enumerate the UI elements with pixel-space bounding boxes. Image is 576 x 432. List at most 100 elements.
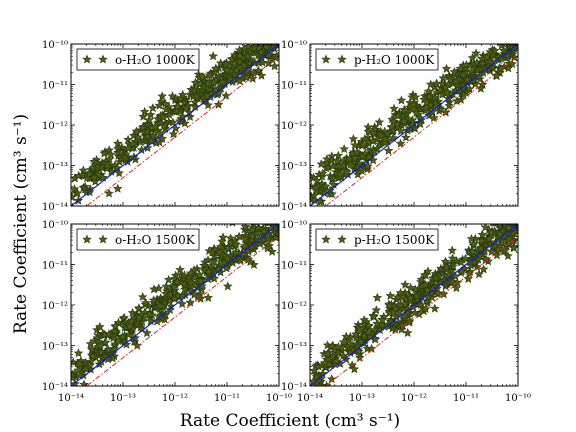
data-point — [322, 349, 333, 359]
data-point — [175, 264, 185, 274]
legend-box — [76, 48, 200, 71]
data-point — [168, 117, 178, 127]
data-point — [137, 122, 148, 132]
data-point — [213, 88, 224, 98]
data-point — [103, 354, 113, 364]
data-point — [362, 161, 373, 171]
data-point — [114, 168, 124, 178]
data-point — [239, 240, 250, 250]
data-point — [468, 238, 479, 248]
data-point — [215, 58, 226, 68]
data-point — [197, 281, 207, 291]
data-point — [87, 343, 97, 353]
data-point — [500, 35, 508, 43]
data-point — [474, 71, 485, 81]
data-point — [73, 365, 84, 375]
data-point — [427, 106, 438, 116]
x-tick-label: 10⁻¹² — [401, 393, 427, 404]
data-point — [338, 337, 349, 347]
half-ratio-line — [324, 55, 518, 206]
data-point — [215, 241, 226, 251]
data-point — [203, 266, 214, 276]
y-tick-label: 10⁻¹⁴ — [281, 202, 307, 213]
data-point — [260, 35, 268, 43]
x-tick-label: 10⁻¹⁴ — [297, 393, 323, 404]
data-point — [447, 245, 457, 255]
data-point — [239, 60, 250, 70]
data-point — [461, 63, 471, 73]
x-axis-label: Rate Coefficient (cm³ s⁻¹) — [180, 411, 400, 431]
data-point — [488, 49, 498, 59]
data-point — [150, 121, 161, 131]
data-point — [339, 144, 349, 154]
data-point — [467, 53, 478, 63]
data-point — [88, 351, 98, 361]
x-tick-label: 10⁻¹² — [162, 393, 188, 404]
data-point — [476, 243, 486, 253]
y-tick-label: 10⁻¹¹ — [42, 261, 68, 272]
data-point — [102, 160, 113, 170]
data-point — [161, 104, 171, 114]
data-point — [190, 77, 201, 87]
data-point — [422, 285, 433, 295]
data-point — [447, 276, 457, 286]
data-point — [270, 44, 277, 45]
legend-box — [315, 48, 439, 71]
data-point — [127, 307, 138, 317]
data-point — [484, 234, 495, 244]
data-point — [411, 108, 421, 118]
data-point — [440, 82, 451, 92]
data-point — [124, 329, 134, 339]
star-icon — [337, 234, 347, 244]
data-point — [358, 151, 368, 161]
data-point — [180, 284, 190, 294]
data-point — [355, 325, 365, 335]
data-point — [328, 161, 338, 171]
legend: o-H₂O 1000K — [76, 48, 200, 71]
data-point — [145, 109, 156, 119]
data-point — [211, 63, 221, 73]
y-axis-label: Rate Coefficient (cm³ s⁻¹) — [11, 114, 31, 334]
data-point — [369, 146, 380, 156]
data-point — [234, 50, 245, 60]
data-point — [169, 282, 180, 292]
identity-line — [310, 44, 518, 206]
data-point — [142, 143, 153, 153]
star-icon — [98, 234, 108, 244]
data-point — [380, 134, 390, 144]
star-icon — [321, 234, 331, 244]
data-point — [158, 112, 169, 122]
y-tick-label: 10⁻¹⁰ — [42, 220, 68, 231]
data-point — [477, 229, 487, 239]
data-point — [148, 103, 158, 113]
data-point — [458, 69, 469, 79]
star-icon — [98, 54, 108, 64]
data-point — [494, 229, 505, 239]
data-point — [271, 232, 279, 242]
data-point — [231, 65, 242, 75]
data-point — [77, 170, 88, 180]
data-point — [358, 139, 368, 149]
data-point — [364, 320, 374, 330]
data-point — [382, 128, 393, 138]
data-point — [104, 329, 114, 339]
data-point — [185, 297, 195, 307]
data-point — [332, 156, 342, 166]
data-point — [359, 319, 369, 329]
y-tick-label: 10⁻¹⁰ — [281, 40, 307, 51]
y-tick-label: 10⁻¹¹ — [42, 81, 68, 92]
data-point — [71, 357, 78, 367]
data-point — [74, 359, 85, 369]
data-point — [177, 299, 187, 309]
data-point — [240, 234, 250, 244]
data-point — [95, 321, 105, 331]
data-point — [444, 100, 454, 110]
x-tick-label: 10⁻¹³ — [110, 393, 136, 404]
data-point — [477, 235, 487, 245]
plot-area — [71, 216, 280, 386]
identity-line — [71, 44, 279, 206]
data-point — [369, 311, 379, 321]
data-point — [401, 132, 411, 142]
data-point — [272, 216, 280, 224]
plot-area — [310, 35, 518, 206]
